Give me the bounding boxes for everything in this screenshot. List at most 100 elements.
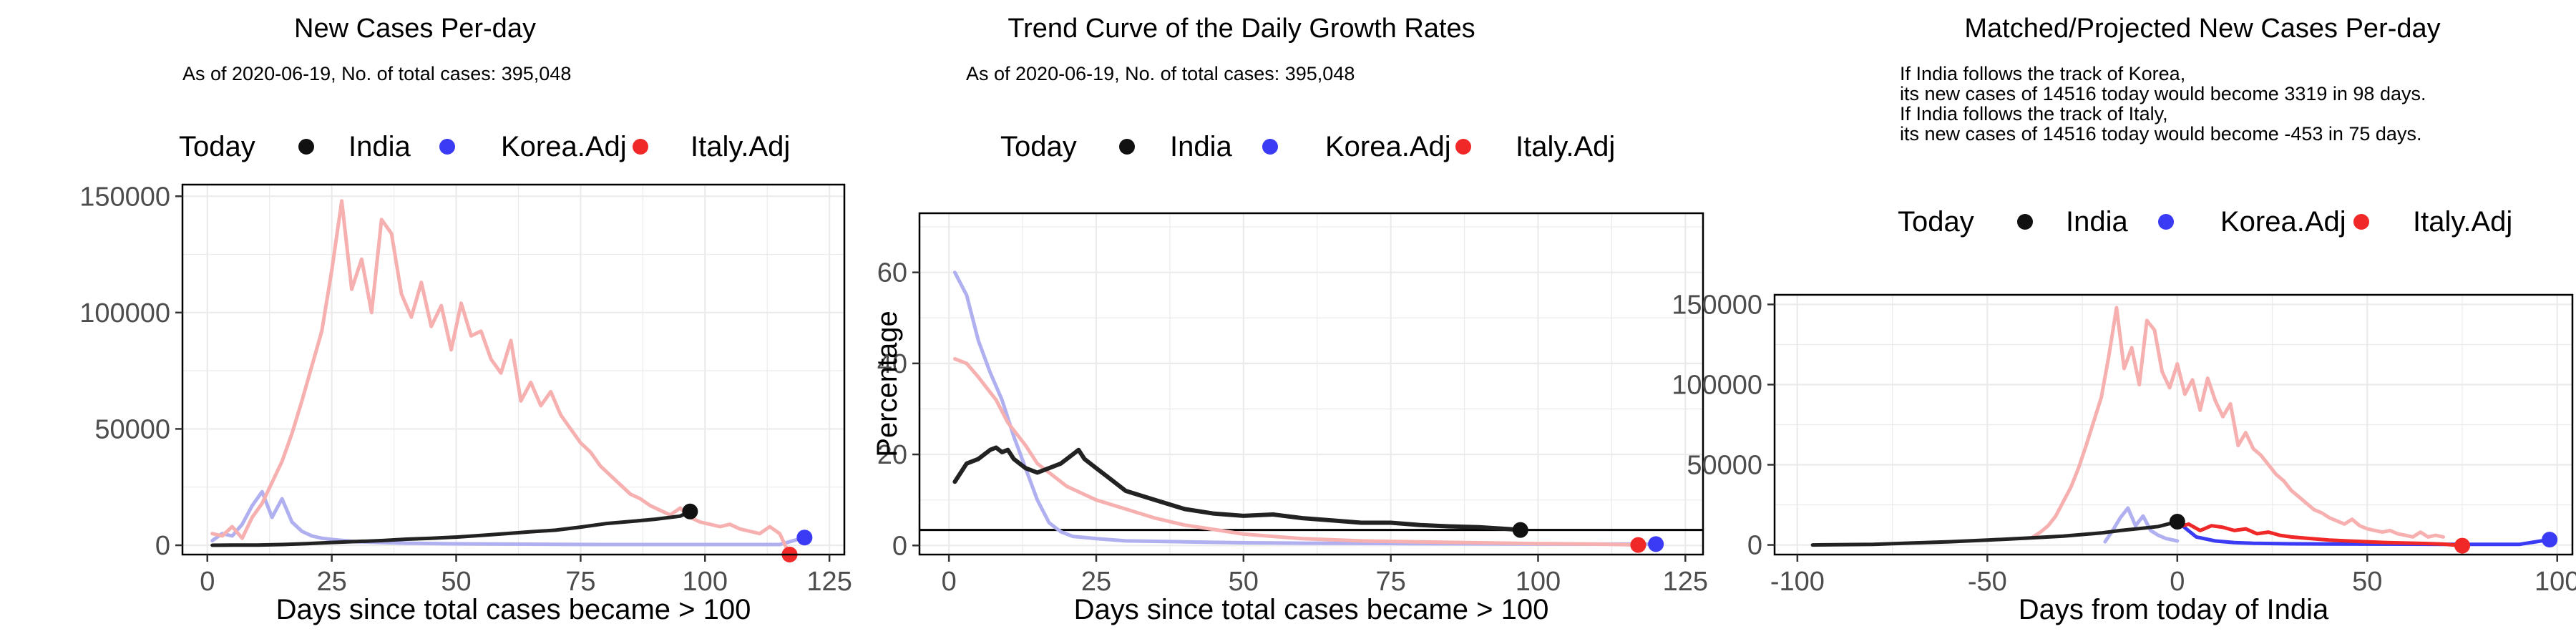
today-point [796, 530, 813, 546]
x-tick-label: 50 [1229, 567, 1259, 597]
series-group [952, 270, 1658, 547]
chart-subtitle: its new cases of 14516 today would becom… [1900, 123, 2421, 145]
legend-key-korea-adj [2158, 214, 2174, 230]
panel-border [181, 183, 846, 556]
chart-panel-3: Matched/Projected New Cases Per-day If In… [1672, 14, 2576, 625]
legend-title: Today [1000, 131, 1077, 162]
legend-key-italy-adj [2353, 214, 2369, 230]
legend-label: Italy.Adj [691, 131, 790, 162]
axes: -100 -50 0 50 100 0 50000 100000 150000 [1672, 290, 2576, 597]
x-tick-label: 75 [565, 567, 595, 597]
y-tick-label: 150000 [79, 182, 170, 212]
legend-label: India [2066, 206, 2128, 238]
legend-title: Today [179, 131, 255, 162]
today-point [2169, 514, 2185, 530]
chart-subtitle: If India follows the track of Italy, [1900, 103, 2168, 125]
y-tick-label: 0 [1747, 531, 1762, 561]
panel-border [918, 212, 1704, 556]
chart-panel-2: Trend Curve of the Daily Growth Rates As … [872, 14, 1708, 625]
series-group [1810, 306, 2552, 548]
y-tick-label: 0 [892, 531, 907, 561]
x-axis-title: Days since total cases became > 100 [1074, 594, 1549, 625]
axes: 0 25 50 75 100 125 0 50000 100000 150000 [79, 182, 852, 597]
legend-label: Korea.Adj [2220, 206, 2346, 238]
series-group [210, 199, 806, 555]
y-axis-title: Percentage [872, 311, 903, 457]
y-tick-label: 50000 [1687, 451, 1762, 481]
y-tick-label: 150000 [1672, 290, 1762, 320]
x-tick-label: 0 [200, 567, 215, 597]
chart-subtitle: its new cases of 14516 today would becom… [1900, 83, 2426, 104]
chart-title: Trend Curve of the Daily Growth Rates [1008, 14, 1475, 44]
legend-label: Italy.Adj [2413, 206, 2512, 238]
panel-border [1773, 293, 2574, 556]
series-line-india [210, 509, 692, 547]
y-tick-label: 40 [877, 349, 907, 379]
legend-label: Korea.Adj [501, 131, 627, 162]
x-tick-label: 75 [1376, 567, 1406, 597]
legend-key-india [1119, 139, 1135, 155]
chart-panel-1: New Cases Per-day As of 2020-06-19, No. o… [79, 14, 852, 625]
x-axis-title: Days from today of India [2019, 594, 2329, 625]
axes: 0 25 50 75 100 125 0 20 40 60 [877, 258, 1708, 597]
x-tick-label: 25 [1081, 567, 1111, 597]
today-point [682, 503, 698, 519]
legend-label: Korea.Adj [1325, 131, 1451, 162]
chart-subtitle: As of 2020-06-19, No. of total cases: 39… [182, 63, 571, 84]
series-line-korea-adj [210, 489, 806, 547]
today-point [2454, 537, 2471, 554]
x-tick-label: 100 [2534, 567, 2576, 597]
series-line-india [1810, 519, 2180, 547]
x-tick-label: 25 [317, 567, 347, 597]
today-point [1512, 522, 1528, 538]
chart-subtitle: As of 2020-06-19, No. of total cases: 39… [966, 63, 1355, 84]
legend-key-korea-adj [1262, 139, 1278, 155]
y-tick-label: 50000 [94, 414, 170, 444]
legend-key-korea-adj [439, 139, 455, 155]
x-tick-label: -50 [1968, 567, 2007, 597]
today-point [1630, 537, 1646, 553]
legend: Today India Korea.Adj Italy.Adj [1898, 206, 2512, 238]
series-line-korea-adj [952, 270, 1658, 546]
x-tick-label: 50 [2352, 567, 2382, 597]
y-tick-label: 60 [877, 258, 907, 288]
x-tick-label: 100 [683, 567, 728, 597]
legend-label: Italy.Adj [1516, 131, 1615, 162]
x-tick-label: 125 [1663, 567, 1708, 597]
legend-key-india [2017, 214, 2033, 230]
x-tick-label: 125 [806, 567, 852, 597]
series-line-italy-adj-history [2031, 306, 2445, 539]
legend-title: Today [1898, 206, 1974, 238]
legend-label: India [1170, 131, 1232, 162]
series-line-korea-adj-projection [2175, 519, 2552, 547]
y-tick-label: 100000 [1672, 370, 1762, 400]
legend-key-italy-adj [1455, 139, 1471, 155]
today-point [1648, 536, 1664, 552]
legend-key-india [298, 139, 314, 155]
series-line-italy-adj [952, 357, 1640, 547]
x-axis-title: Days since total cases became > 100 [276, 594, 751, 625]
x-tick-label: 100 [1516, 567, 1561, 597]
series-line-india [952, 445, 1523, 532]
series-line-italy-adj [210, 199, 791, 555]
x-tick-label: 50 [441, 567, 471, 597]
y-tick-label: 0 [155, 531, 170, 561]
today-point [2542, 532, 2558, 548]
x-tick-label: 0 [942, 567, 957, 597]
chart-title: New Cases Per-day [294, 14, 536, 44]
series-line-italy-adj-projection [2175, 522, 2464, 548]
grid [919, 213, 1703, 555]
series-line-korea-adj-history [2103, 506, 2180, 544]
legend-label: India [348, 131, 411, 162]
x-tick-label: -100 [1770, 567, 1825, 597]
legend: Today India Korea.Adj Italy.Adj [1000, 131, 1615, 162]
legend-key-italy-adj [633, 139, 648, 155]
y-tick-label: 20 [877, 440, 907, 470]
legend: Today India Korea.Adj Italy.Adj [179, 131, 790, 162]
y-tick-label: 100000 [79, 298, 170, 328]
chart-title: Matched/Projected New Cases Per-day [1964, 14, 2440, 44]
x-tick-label: 0 [2170, 567, 2185, 597]
chart-subtitle: If India follows the track of Korea, [1900, 63, 2185, 84]
